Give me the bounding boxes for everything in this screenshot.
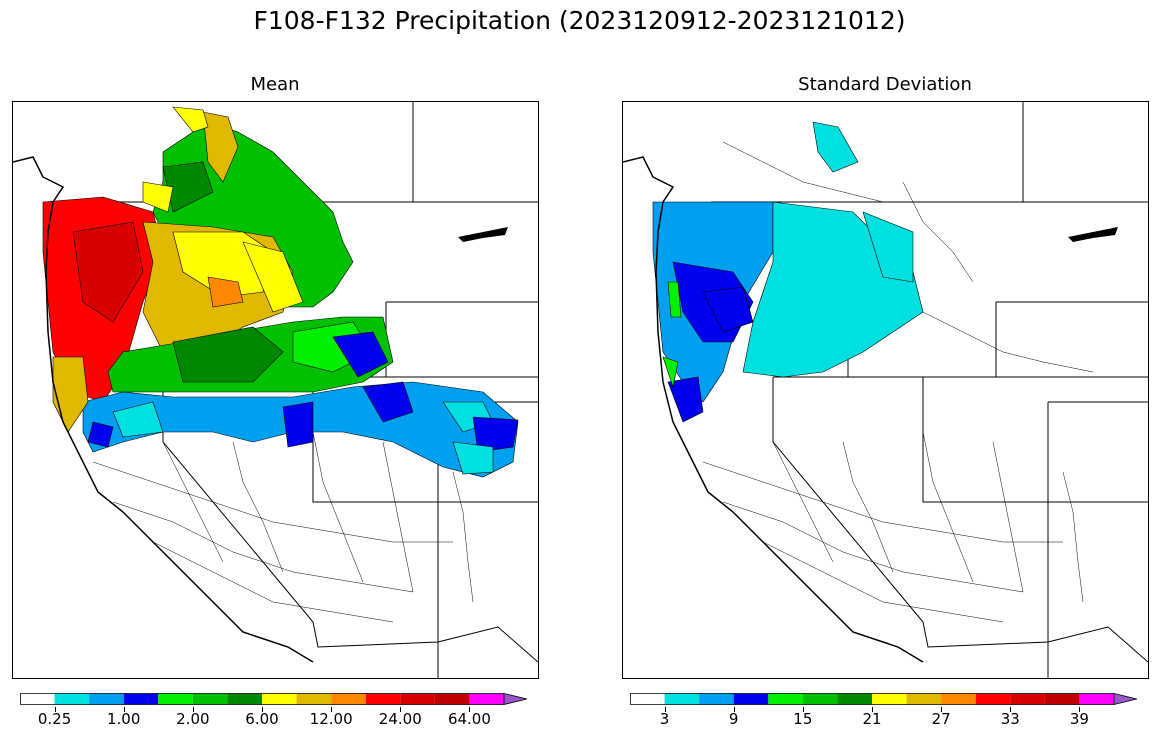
mean-panel-title: Mean	[250, 74, 300, 95]
stddev-panel-title: Standard Deviation	[798, 74, 972, 95]
colorbar-bin	[630, 693, 665, 705]
colorbar-bin	[296, 693, 332, 705]
colorbar-tick-label: 0.25	[37, 710, 72, 728]
colorbar-tick	[733, 707, 735, 712]
figure-title: F108-F132 Precipitation (2023120912-2023…	[253, 6, 906, 35]
colorbar-outline	[630, 693, 1114, 705]
colorbar-bin	[192, 693, 228, 705]
colorbar-bin	[1010, 693, 1045, 705]
colorbar-bin	[733, 693, 769, 705]
colorbar-tick	[802, 707, 804, 712]
colorbar-tick-label: 39	[1069, 710, 1089, 728]
colorbar-bin	[123, 693, 159, 705]
colorbar-bin	[872, 693, 907, 705]
colorbar-bin	[664, 693, 700, 705]
colorbar-tick-label: 15	[793, 710, 813, 728]
stddev-map	[622, 101, 1149, 679]
colorbar-bin	[400, 693, 435, 705]
colorbar-tick	[469, 707, 471, 712]
colorbar-tick-label: 33	[1000, 710, 1020, 728]
colorbar-bin	[331, 693, 366, 705]
colorbar-bin	[54, 693, 90, 705]
colorbar-bin	[802, 693, 838, 705]
colorbar-tick-label: 12.00	[309, 710, 353, 728]
coastline	[623, 156, 924, 663]
colorbar-bin	[158, 693, 193, 705]
state-borders	[711, 102, 1148, 678]
colorbar-bin	[365, 693, 401, 705]
colorbar-tick	[192, 707, 194, 712]
colorbar-bin	[699, 693, 734, 705]
colorbar-bin	[906, 693, 942, 705]
colorbar-tick	[400, 707, 402, 712]
colorbar-tick-label: 27	[931, 710, 951, 728]
colorbar-extend-arrow	[1113, 692, 1138, 706]
mean-colorbar	[20, 690, 528, 706]
lake	[1068, 227, 1118, 242]
colorbar-tick-label: 24.00	[378, 710, 422, 728]
colorbar-tick	[54, 707, 56, 712]
colorbar-svg	[630, 692, 1138, 706]
colorbar-tick	[331, 707, 333, 712]
colorbar-tick	[262, 707, 263, 712]
mean-map	[12, 101, 539, 679]
colorbar-tick-label: 64.00	[447, 710, 491, 728]
colorbar-bin	[1079, 693, 1114, 705]
colorbar-bin	[975, 693, 1011, 705]
colorbar-tick-label: 3	[659, 710, 670, 728]
colorbar-outline	[20, 693, 504, 705]
colorbar-extend-arrow	[503, 692, 528, 706]
colorbar-tick	[123, 707, 125, 712]
stddev-map-svg	[623, 102, 1148, 678]
colorbar-tick-label: 2.00	[176, 710, 210, 728]
mean-map-svg	[13, 102, 538, 678]
colorbar-tick	[1010, 707, 1012, 712]
colorbar-bin	[262, 693, 297, 705]
south-basins	[92, 431, 474, 623]
stddev-colorbar-labels: 3 9 15 21 27 33 39	[630, 707, 1138, 730]
colorbar-tick	[1079, 707, 1081, 712]
colorbar-tick	[872, 707, 873, 712]
colorbar-tick-label: 9	[728, 710, 739, 728]
colorbar-svg	[20, 692, 528, 706]
colorbar-bin	[837, 693, 872, 705]
colorbar-bin	[941, 693, 976, 705]
colorbar-tick	[941, 707, 943, 712]
lake	[458, 227, 508, 242]
stddev-colorbar	[630, 690, 1138, 706]
colorbar-bin	[1044, 693, 1080, 705]
interior-basins	[702, 141, 1094, 623]
colorbar-bin	[20, 693, 55, 705]
colorbar-tick-label: 21	[862, 710, 882, 728]
colorbar-bin	[768, 693, 803, 705]
colorbar-bin	[434, 693, 470, 705]
colorbar-tick	[664, 707, 666, 712]
mean-basins	[42, 106, 519, 478]
coastline	[13, 156, 314, 663]
mean-colorbar-labels: 0.25 1.00 2.00 6.00 12.00 24.00 64.00	[20, 707, 528, 730]
stddev-basins	[652, 121, 924, 423]
colorbar-tick-label: 1.00	[107, 710, 141, 728]
colorbar-bin	[227, 693, 262, 705]
colorbar-tick-label: 6.00	[245, 710, 279, 728]
colorbar-bin	[89, 693, 124, 705]
colorbar-bin	[469, 693, 504, 705]
